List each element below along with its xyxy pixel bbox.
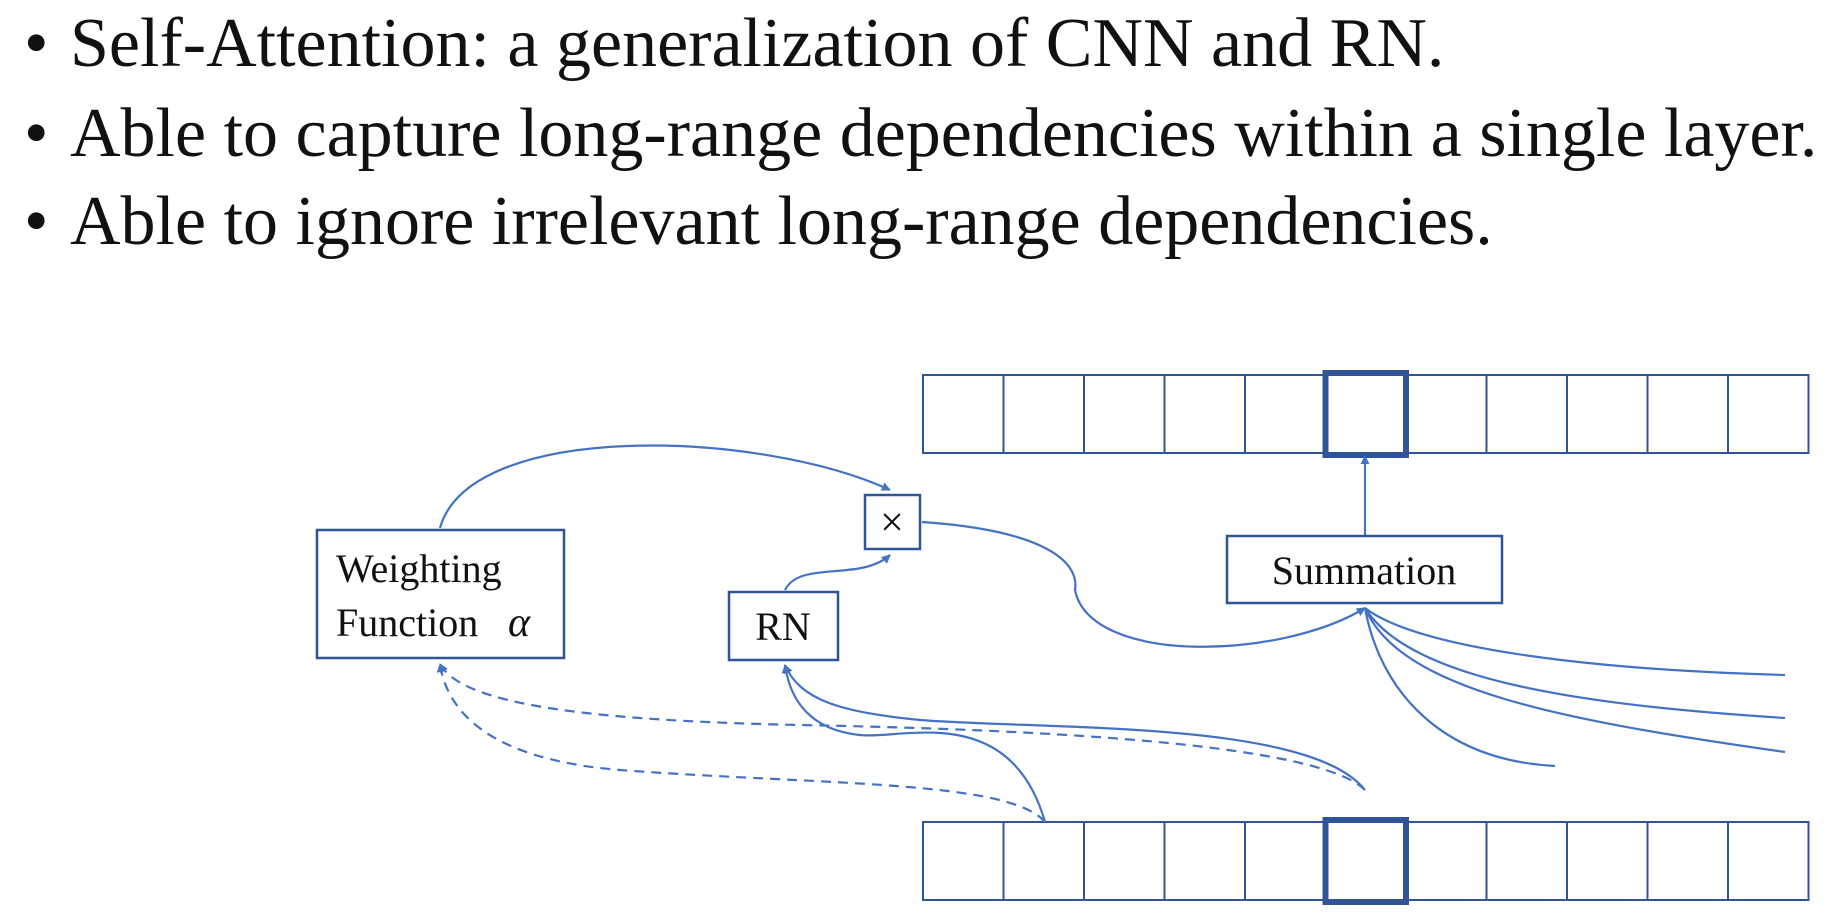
multiply-box: × xyxy=(863,493,922,551)
contribution-edge xyxy=(1364,607,1786,720)
bullet-dot: • xyxy=(24,5,49,82)
sequence-cell xyxy=(1485,821,1568,901)
sequence-cell xyxy=(922,821,1005,901)
summation-box: Summation xyxy=(1225,534,1504,605)
dashed-highlighted-to-weight-edge xyxy=(439,663,1366,791)
sequence-cell xyxy=(1163,821,1246,901)
dashed-edges xyxy=(436,663,1366,823)
multiply-to-summation-edge xyxy=(921,520,1366,648)
sequence-cell xyxy=(1646,821,1729,901)
rn-box: RN xyxy=(727,590,840,662)
bullet-text: Self-Attention: a generalization of CNN … xyxy=(70,5,1445,82)
bullet-text: Able to capture long-range dependencies … xyxy=(70,95,1818,172)
input-sequence-row xyxy=(922,817,1810,905)
sequence-cell xyxy=(1646,374,1729,454)
function-label: Function xyxy=(336,600,478,645)
bullet-item: • Able to capture long-range dependencies… xyxy=(24,94,1817,174)
sequence-cell xyxy=(1163,374,1246,454)
sequence-cell xyxy=(1083,374,1166,454)
contribution-edge xyxy=(1363,607,1786,754)
sequence-cell xyxy=(1727,374,1810,454)
rn-label: RN xyxy=(755,604,811,649)
contribution-edge xyxy=(1364,607,1786,677)
summation-label: Summation xyxy=(1272,548,1456,593)
connection-edges xyxy=(438,444,1786,823)
highlighted-sequence-cell xyxy=(1322,817,1409,905)
output-sequence-row xyxy=(922,370,1810,458)
highlighted-input-to-rn-edge xyxy=(783,664,1366,791)
sequence-cell xyxy=(1083,821,1166,901)
bullet-dot: • xyxy=(24,183,49,260)
sequence-cell xyxy=(1566,374,1649,454)
dashed-input-to-weight-edge xyxy=(436,663,1046,823)
weight-to-multiply-edge xyxy=(438,444,891,529)
bullet-item: • Self-Attention: a generalization of CNN… xyxy=(24,4,1444,84)
sequence-cell xyxy=(1244,374,1327,454)
weighting-label: Weighting xyxy=(336,546,502,591)
weighting-function-box: Weighting Function α xyxy=(315,528,566,660)
sequence-cell xyxy=(1566,821,1649,901)
alpha-symbol: α xyxy=(508,600,531,646)
sequence-cell xyxy=(922,374,1005,454)
sequence-cell xyxy=(1405,821,1488,901)
sequence-cell xyxy=(1485,374,1568,454)
sequence-cell xyxy=(1405,374,1488,454)
sequence-cell xyxy=(1727,821,1810,901)
sequence-cell xyxy=(1002,821,1085,901)
input-cell-to-rn-edge xyxy=(781,664,1047,823)
sequence-cell xyxy=(1002,374,1085,454)
rn-to-multiply-edge xyxy=(784,554,891,591)
multiply-symbol: × xyxy=(880,500,904,546)
bullet-dot: • xyxy=(24,95,49,172)
bullet-item: • Able to ignore irrelevant long-range de… xyxy=(24,182,1493,262)
sequence-cell xyxy=(1244,821,1327,901)
highlighted-sequence-cell xyxy=(1322,370,1409,458)
bullet-text: Able to ignore irrelevant long-range dep… xyxy=(70,183,1493,260)
contribution-edge xyxy=(1363,607,1556,768)
